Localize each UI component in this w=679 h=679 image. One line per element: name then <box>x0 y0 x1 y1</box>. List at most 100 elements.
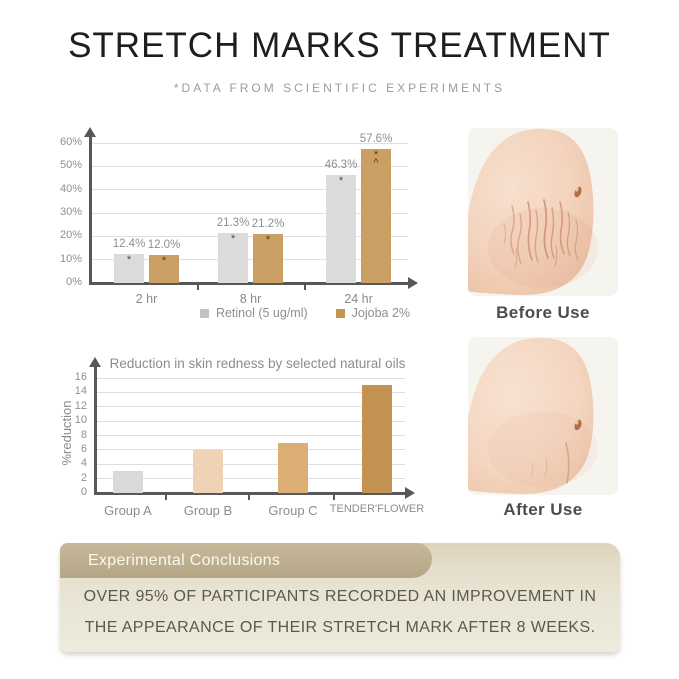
chart1-grid-line <box>92 165 408 167</box>
chart1-y-axis <box>88 137 92 285</box>
chart2-category-label: Group C <box>268 503 318 518</box>
chart2-y-tick-label: 10 <box>74 414 87 427</box>
legend-swatch-icon <box>335 308 345 318</box>
after-use-label: After Use <box>503 500 583 519</box>
chart2-y-tick-label: 2 <box>80 471 87 484</box>
chart1-grid-line <box>92 212 408 214</box>
chart1-bar <box>114 254 144 283</box>
chart1-x-axis <box>88 281 408 285</box>
chart1-category-label: 24 hr <box>344 292 373 306</box>
navel-icon <box>574 186 582 198</box>
chart1-value-label: 12.4% <box>112 238 146 251</box>
conclusions-header-tab: Experimental Conclusions <box>60 543 432 578</box>
marker-glyph: * <box>373 148 379 161</box>
chart1-y-tick-label: 10% <box>59 252 82 265</box>
stretch-marks <box>503 199 579 269</box>
skin-shading <box>488 208 598 288</box>
chart2-bar <box>278 442 308 493</box>
before-use-label: Before Use <box>496 303 590 322</box>
chart2-x-axis <box>93 491 405 495</box>
chart2-y-tick-label: 4 <box>80 457 87 470</box>
chart1-value-label: 46.3% <box>324 158 358 171</box>
chart2-category-label: TENDER'FLOWER <box>329 503 425 515</box>
chart1-bar-markers: * <box>218 233 248 246</box>
chart2-grid-line <box>97 406 405 408</box>
chart1-y-tick-label: 50% <box>59 159 82 172</box>
page-subtitle: *DATA FROM SCIENTIFIC EXPERIMENTS <box>173 81 506 95</box>
chart1-value-label: 57.6% <box>359 132 393 145</box>
chart2-y-tick-label: 16 <box>74 371 87 383</box>
legend-label: Retinol (5 ug/ml) <box>215 306 308 320</box>
chart1-grid-line <box>92 189 408 191</box>
chart2-title: Reduction in skin redness by selected na… <box>109 356 406 371</box>
chart2-x-axis-arrow-icon <box>405 487 415 499</box>
chart2-x-tick <box>165 494 167 500</box>
conclusions-body: OVER 95% OF PARTICIPANTS RECORDED AN IMP… <box>75 580 605 644</box>
chart1-value-label: 21.3% <box>216 217 250 230</box>
chart1-bar-markers: * <box>149 255 179 267</box>
legend-item: Retinol (5 ug/ml) <box>199 306 308 320</box>
chart1-grid-line <box>92 235 408 237</box>
chart1-legend: Retinol (5 ug/ml) Jojoba 2% <box>130 306 480 320</box>
chart1-bar <box>253 233 283 283</box>
chart2-y-axis-arrow-icon <box>89 357 101 367</box>
chart2-grid-line <box>97 420 405 422</box>
chart1-grid-line <box>92 259 408 261</box>
marker-glyph: * <box>338 174 344 187</box>
chart2-grid-line <box>97 391 405 393</box>
chart1-bar <box>218 233 248 283</box>
skin-shading <box>488 411 598 487</box>
faint-marks <box>530 442 570 484</box>
chart1-y-tick-label: 60% <box>59 136 82 148</box>
chart2-grid-line <box>97 478 405 480</box>
chart1-bar-markers: * <box>326 174 356 187</box>
chart1-y-tick-label: 40% <box>59 182 82 195</box>
marker-glyph: * <box>126 254 132 267</box>
chart1-category-label: 2 hr <box>135 292 158 306</box>
belly-skin <box>468 128 594 296</box>
chart1-bar <box>361 148 391 283</box>
chart2-category-label: Group A <box>104 503 152 518</box>
chart2-grid-line <box>97 463 405 465</box>
belly-skin <box>468 337 594 495</box>
chart2-x-tick <box>248 494 250 500</box>
marker-glyph: * <box>161 255 167 267</box>
chart1-y-tick-label: 30% <box>59 206 82 218</box>
chart2-x-tick <box>333 494 335 500</box>
chart1-y-tick-label: 20% <box>59 229 82 242</box>
conclusions-line-2: THE APPEARANCE OF THEIR STRETCH MARK AFT… <box>84 619 596 636</box>
legend-swatch-icon <box>199 308 209 318</box>
marker-glyph: * <box>230 233 236 246</box>
chart2-grid-line <box>97 377 405 379</box>
chart2-grid-line <box>97 435 405 436</box>
chart1-bar <box>326 174 356 283</box>
legend-label: Jojoba 2% <box>351 306 411 320</box>
legend-item: Jojoba 2% <box>335 306 411 320</box>
marker-glyph: ^ <box>373 156 379 169</box>
chart1-y-tick-label: 0% <box>66 276 82 288</box>
chart2-y-tick-label: 12 <box>74 399 87 412</box>
chart2-category-label: Group B <box>183 503 233 518</box>
chart2-bar <box>113 471 143 493</box>
chart2-y-tick-label: 6 <box>80 442 87 455</box>
conclusions-line-1: OVER 95% OF PARTICIPANTS RECORDED AN IMP… <box>83 588 597 605</box>
chart1-bar-markers: * <box>114 254 144 267</box>
chart1-category-label: 8 hr <box>239 292 262 306</box>
chart2-bar <box>362 385 392 493</box>
chart1-x-tick <box>197 284 199 290</box>
chart1-value-label: 12.0% <box>147 239 181 251</box>
navel-icon <box>574 419 582 431</box>
chart2-y-tick-label: 14 <box>74 385 87 398</box>
chart1-y-axis-arrow-icon <box>84 127 96 137</box>
chart2-y-tick-label: 8 <box>80 428 87 441</box>
conclusions-header-text: Experimental Conclusions <box>88 551 281 569</box>
page-title: STRETCH MARKS TREATMENT <box>68 26 611 65</box>
after-photo <box>468 337 618 495</box>
chart1-bar-markers: * ^ <box>361 148 391 169</box>
chart2-bar <box>193 449 223 493</box>
chart1-value-label: 21.2% <box>251 217 285 230</box>
marker-glyph: * <box>265 233 271 246</box>
chart2-y-axis <box>93 367 97 495</box>
chart2-grid-line <box>97 449 405 451</box>
